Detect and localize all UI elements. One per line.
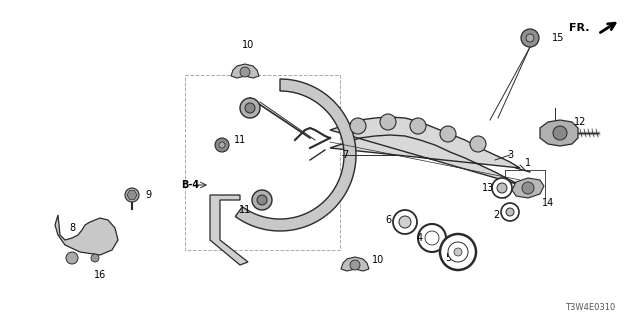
Text: 3: 3 bbox=[507, 150, 513, 160]
Polygon shape bbox=[540, 120, 578, 146]
Polygon shape bbox=[236, 79, 356, 231]
Circle shape bbox=[448, 242, 468, 262]
Circle shape bbox=[440, 234, 476, 270]
Polygon shape bbox=[330, 117, 520, 185]
Text: B-4: B-4 bbox=[181, 180, 199, 190]
Circle shape bbox=[125, 188, 139, 202]
Polygon shape bbox=[55, 215, 118, 255]
Circle shape bbox=[470, 136, 486, 152]
Circle shape bbox=[215, 138, 229, 152]
Circle shape bbox=[240, 98, 260, 118]
Circle shape bbox=[418, 224, 446, 252]
Text: 11: 11 bbox=[239, 205, 251, 215]
Polygon shape bbox=[127, 191, 137, 199]
Circle shape bbox=[497, 183, 507, 193]
Text: 14: 14 bbox=[542, 198, 554, 208]
Text: 6: 6 bbox=[385, 215, 391, 225]
Polygon shape bbox=[231, 64, 259, 78]
Circle shape bbox=[257, 195, 267, 205]
Circle shape bbox=[521, 29, 539, 47]
Text: 1: 1 bbox=[525, 158, 531, 168]
Circle shape bbox=[350, 260, 360, 270]
Circle shape bbox=[526, 34, 534, 42]
Text: 16: 16 bbox=[94, 270, 106, 280]
Text: 8: 8 bbox=[69, 223, 75, 233]
Circle shape bbox=[245, 103, 255, 113]
Text: 2: 2 bbox=[493, 210, 499, 220]
Circle shape bbox=[66, 252, 78, 264]
Circle shape bbox=[425, 231, 439, 245]
Circle shape bbox=[553, 126, 567, 140]
Circle shape bbox=[522, 182, 534, 194]
Circle shape bbox=[393, 210, 417, 234]
Text: 13: 13 bbox=[482, 183, 494, 193]
Text: 4: 4 bbox=[417, 233, 423, 243]
Circle shape bbox=[91, 254, 99, 262]
Circle shape bbox=[399, 216, 411, 228]
Circle shape bbox=[492, 178, 512, 198]
Polygon shape bbox=[210, 195, 248, 265]
Circle shape bbox=[440, 126, 456, 142]
Circle shape bbox=[252, 190, 272, 210]
Text: 11: 11 bbox=[234, 135, 246, 145]
Text: 5: 5 bbox=[445, 253, 451, 263]
Text: T3W4E0310: T3W4E0310 bbox=[564, 303, 615, 313]
Text: FR.: FR. bbox=[570, 23, 590, 33]
Circle shape bbox=[350, 118, 366, 134]
Polygon shape bbox=[512, 178, 544, 198]
Text: 15: 15 bbox=[552, 33, 564, 43]
Circle shape bbox=[380, 114, 396, 130]
Text: 9: 9 bbox=[145, 190, 151, 200]
Circle shape bbox=[240, 67, 250, 77]
Circle shape bbox=[501, 203, 519, 221]
Text: 7: 7 bbox=[342, 150, 348, 160]
Bar bbox=[185, 75, 340, 250]
Text: 10: 10 bbox=[242, 40, 254, 50]
Circle shape bbox=[454, 248, 462, 256]
Text: 12: 12 bbox=[574, 117, 586, 127]
Circle shape bbox=[219, 142, 225, 148]
Polygon shape bbox=[341, 257, 369, 271]
Circle shape bbox=[506, 208, 514, 216]
Text: 10: 10 bbox=[372, 255, 384, 265]
Circle shape bbox=[410, 118, 426, 134]
